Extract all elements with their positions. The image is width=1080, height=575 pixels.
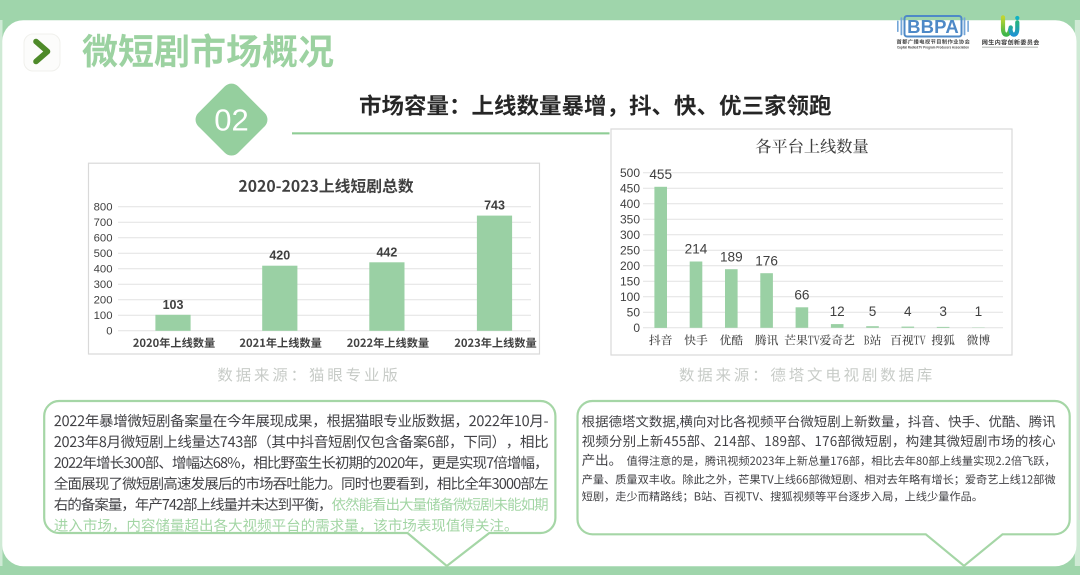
svg-text:176: 176 — [755, 253, 778, 268]
svg-text:455: 455 — [649, 167, 672, 182]
svg-text:100: 100 — [94, 310, 113, 322]
svg-text:500: 500 — [94, 248, 113, 260]
svg-text:4: 4 — [904, 304, 912, 319]
svg-text:100: 100 — [620, 290, 640, 304]
svg-text:50: 50 — [627, 306, 641, 320]
svg-text:400: 400 — [620, 197, 640, 211]
svg-text:350: 350 — [620, 213, 640, 227]
svg-text:250: 250 — [620, 244, 640, 258]
svg-text:300: 300 — [94, 279, 113, 291]
svg-text:442: 442 — [376, 245, 397, 259]
svg-text:743: 743 — [484, 199, 505, 213]
svg-text:02: 02 — [214, 103, 248, 138]
svg-text:400: 400 — [94, 264, 113, 276]
svg-text:450: 450 — [620, 182, 640, 196]
svg-text:214: 214 — [685, 242, 708, 257]
svg-text:Capital Radio&TV Program Produ: Capital Radio&TV Program Producers Assoc… — [897, 45, 969, 49]
svg-text:0: 0 — [106, 326, 112, 338]
svg-text:200: 200 — [94, 295, 113, 307]
svg-text:500: 500 — [620, 166, 640, 180]
svg-text:12: 12 — [830, 304, 845, 319]
svg-text:66: 66 — [794, 288, 809, 303]
svg-text:1: 1 — [975, 304, 983, 319]
svg-text:300: 300 — [620, 228, 640, 242]
svg-text:103: 103 — [163, 298, 184, 312]
svg-text:0: 0 — [633, 321, 640, 335]
svg-text:5: 5 — [869, 304, 877, 319]
svg-text:800: 800 — [94, 202, 113, 214]
svg-text:600: 600 — [94, 233, 113, 245]
svg-text:200: 200 — [620, 259, 640, 273]
svg-text:150: 150 — [620, 275, 640, 289]
svg-text:420: 420 — [269, 249, 290, 263]
svg-text:700: 700 — [94, 217, 113, 229]
svg-text:189: 189 — [720, 249, 743, 264]
svg-text:BBPA: BBPA — [907, 16, 959, 37]
svg-text:3: 3 — [939, 304, 947, 319]
